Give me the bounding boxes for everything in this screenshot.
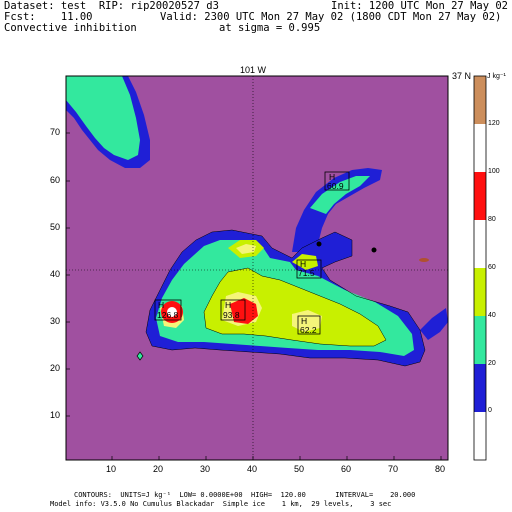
high-marker-4-label: H — [329, 172, 335, 182]
y-tick-label: 10 — [50, 410, 61, 420]
contours-info: CONTOURS: UNITS=J kg⁻¹ LOW= 0.0000E+00 H… — [74, 491, 416, 499]
small-diamond — [136, 351, 144, 361]
high-marker-1-label: H — [158, 300, 164, 310]
high-marker-4: H 60.9 — [324, 171, 350, 191]
contour-blue-se — [420, 308, 448, 340]
colorbar — [473, 75, 487, 461]
y-tick-label: 30 — [50, 316, 61, 326]
x-tick-label: 60 — [341, 464, 352, 474]
valid-time-label: Valid: 2300 UTC Mon 27 May 02 (1800 CDT … — [160, 11, 502, 23]
contour-blue-ne — [292, 168, 382, 252]
contour-fills — [66, 76, 448, 366]
x-tick-label: 20 — [153, 464, 164, 474]
colorbar-level: 80 — [488, 216, 496, 223]
small-spot-2 — [371, 247, 377, 253]
dataset-label: Dataset: test RIP: rip20020527 d3 — [4, 0, 219, 12]
colorbar-seg-4 — [474, 220, 486, 268]
x-tick-label: 70 — [388, 464, 399, 474]
high-marker-3-label: H — [300, 259, 306, 269]
contour-cyan-nw — [66, 76, 140, 160]
y-tick-label: 40 — [50, 269, 61, 279]
high-marker-5: H 62.2 — [297, 315, 321, 335]
colorbar-seg-6 — [474, 124, 486, 172]
colorbar-level: 20 — [488, 360, 496, 367]
init-time-label: Init: 1200 UTC Mon 27 May 02 — [331, 0, 509, 12]
high-marker-5-label: H — [301, 316, 307, 326]
colorbar-level: 120 — [488, 120, 500, 127]
contour-lime-h71 — [292, 254, 318, 270]
y-tick-label: 60 — [50, 175, 61, 185]
y-tick-label: 70 — [50, 127, 61, 137]
colorbar-seg-3 — [474, 268, 486, 316]
contour-red-center — [230, 298, 258, 324]
high-marker-2-value: 93.8 — [223, 310, 240, 320]
high-marker-3-value: 71.5 — [298, 268, 315, 278]
small-spot-1 — [316, 241, 322, 247]
small-spot-3 — [419, 258, 429, 262]
model-info: Model info: V3.5.0 No Cumulus Blackadar … — [50, 500, 392, 508]
colorbar-units: J kg⁻¹ — [487, 73, 506, 80]
high-markers: H 126.8 H 93.8 H 71.5 H 60.9 H 62.2 — [154, 171, 350, 335]
colorbar-seg-5 — [474, 172, 486, 220]
x-tick-label: 50 — [294, 464, 305, 474]
map-frame — [65, 75, 449, 461]
colorbar-level: 0 — [488, 407, 492, 414]
x-tick-label: 40 — [247, 464, 258, 474]
colorbar-level: 100 — [488, 168, 500, 175]
y-tick-label: 20 — [50, 363, 61, 373]
forecast-hour-label: Fcst: 11.00 — [4, 11, 93, 23]
y-axis-ticks — [66, 132, 70, 417]
colorbar-seg-2 — [474, 316, 486, 364]
y-tick-label: 50 — [50, 222, 61, 232]
longitude-label: 101 W — [240, 65, 267, 75]
latitude-label: 37 N — [452, 71, 472, 81]
colorbar-level: 40 — [488, 312, 496, 319]
high-marker-3: H 71.5 — [296, 259, 322, 279]
high-marker-1-value: 126.8 — [157, 310, 179, 320]
high-marker-2-label: H — [225, 300, 231, 310]
x-tick-label: 10 — [106, 464, 117, 474]
colorbar-frame — [473, 75, 487, 461]
field-name-label: Convective inhibition — [4, 22, 137, 34]
level-label: at sigma = 0.995 — [219, 22, 321, 34]
high-marker-4-value: 60.9 — [327, 181, 344, 191]
colorbar-level: 60 — [488, 264, 496, 271]
contour-white-core — [167, 307, 177, 317]
x-tick-label: 30 — [200, 464, 211, 474]
x-tick-label: 80 — [435, 464, 446, 474]
contour-yellow-east — [292, 310, 322, 332]
contour-lime-main — [204, 268, 386, 346]
contour-yellow-north — [236, 244, 256, 254]
colorbar-seg-0 — [474, 412, 486, 460]
high-marker-5-value: 62.2 — [300, 325, 317, 335]
contour-cyan-ne — [310, 176, 370, 214]
contour-lines — [145, 229, 426, 367]
high-marker-2: H 93.8 — [220, 299, 246, 321]
x-axis-ticks — [111, 456, 442, 460]
colorbar-seg-1 — [474, 364, 486, 412]
colorbar-seg-7 — [474, 76, 486, 124]
high-marker-1: H 126.8 — [154, 299, 182, 321]
